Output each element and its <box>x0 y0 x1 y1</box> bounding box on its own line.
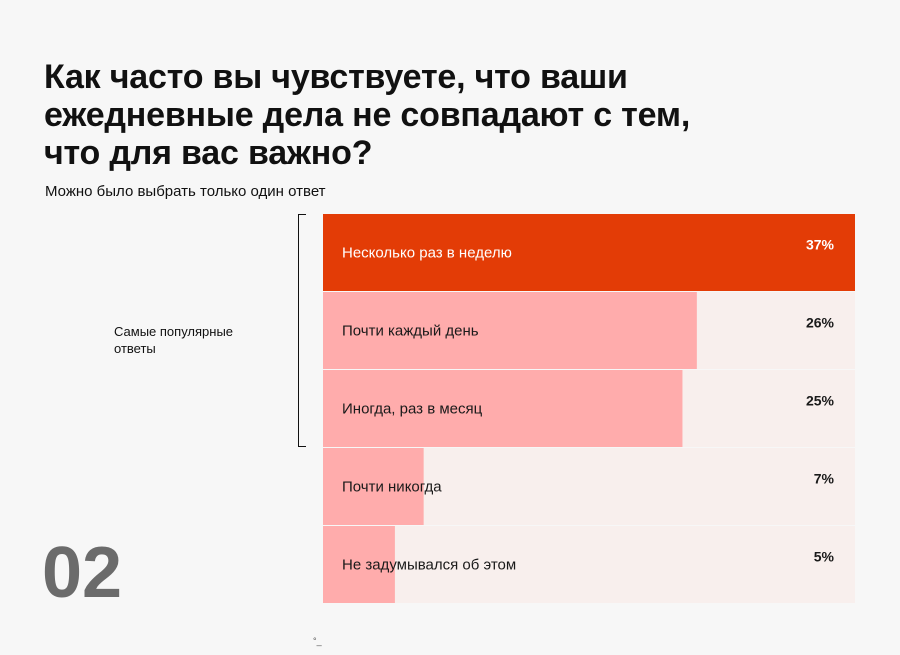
chart-subtitle: Можно было выбрать только один ответ <box>45 183 326 200</box>
category-label: Не задумывался об этом <box>342 557 516 574</box>
bar-track <box>323 526 855 603</box>
category-label: Несколько раз в неделю <box>342 245 512 262</box>
category-label: Почти никогда <box>342 479 442 496</box>
page-number: 02 <box>42 533 123 613</box>
popular-answers-bracket <box>298 214 306 447</box>
category-label: Иногда, раз в месяц <box>342 401 483 418</box>
category-label: Почти каждый день <box>342 323 479 340</box>
value-label: 25% <box>806 393 835 409</box>
bar <box>323 292 697 369</box>
popular-answers-label: Самые популярные ответы <box>114 324 234 356</box>
value-label: 37% <box>806 237 835 253</box>
value-label: 26% <box>806 315 835 331</box>
value-label: 7% <box>814 471 835 487</box>
value-label: 5% <box>814 549 835 565</box>
bar <box>323 448 424 525</box>
bar <box>323 370 683 447</box>
bar <box>323 526 395 603</box>
bar <box>323 214 855 291</box>
cursor-mark: °_ <box>313 636 322 646</box>
chart-title: Как часто вы чувствуете, что ваши ежедне… <box>44 58 691 172</box>
